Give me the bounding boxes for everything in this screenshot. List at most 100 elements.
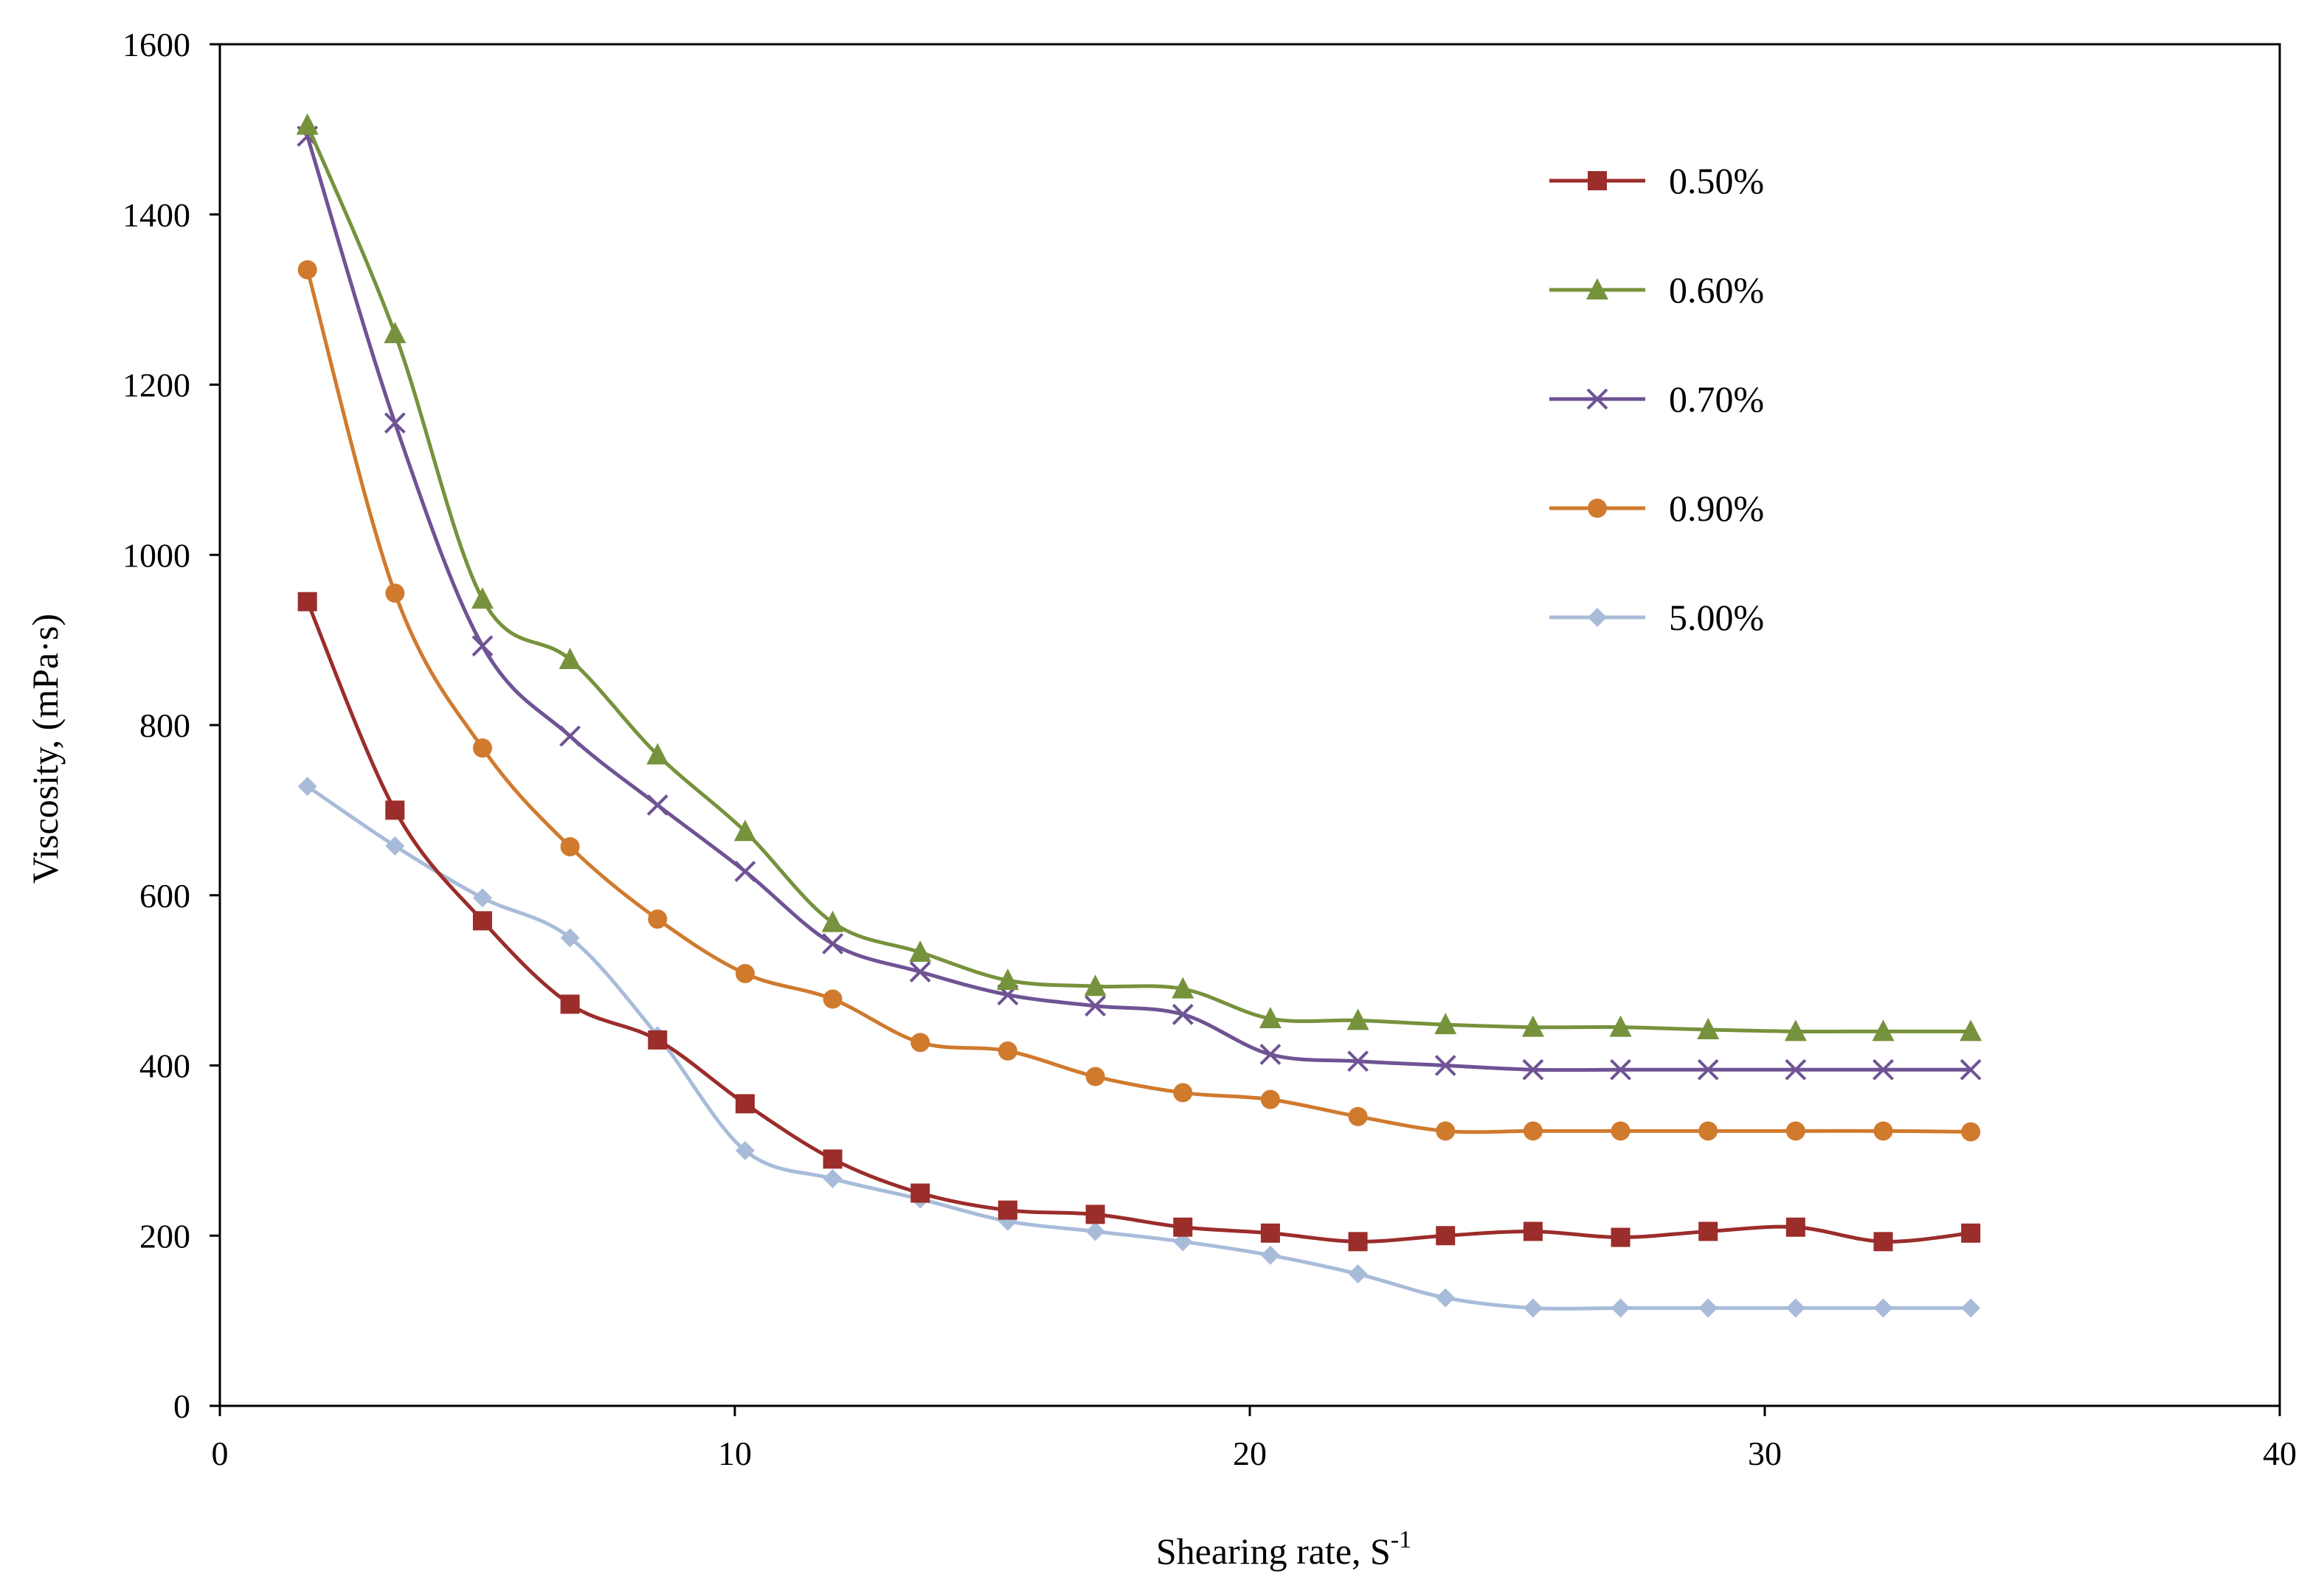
data-point <box>1872 1058 1894 1081</box>
data-point <box>385 583 405 603</box>
data-point <box>1873 1298 1893 1318</box>
legend-item: 0.70% <box>1549 378 1764 420</box>
data-point <box>823 1168 843 1188</box>
data-point <box>1348 1232 1368 1252</box>
data-point <box>997 1200 1017 1220</box>
x-tick-label: 10 <box>718 1435 752 1472</box>
y-axis-title: Viscosity, (mPa·s) <box>24 614 66 884</box>
data-point <box>1348 1264 1368 1284</box>
data-point <box>646 743 669 765</box>
data-point <box>823 1149 843 1169</box>
legend-marker <box>1588 608 1607 627</box>
data-point <box>910 1183 930 1203</box>
data-point <box>1259 1044 1282 1065</box>
data-point <box>1961 1298 1981 1318</box>
data-point <box>1522 1058 1544 1081</box>
data-point <box>297 260 317 280</box>
data-point <box>1172 977 1194 999</box>
data-point <box>1084 974 1107 996</box>
data-point <box>1785 1217 1805 1237</box>
data-point <box>735 963 755 983</box>
y-tick-label: 400 <box>139 1047 190 1085</box>
y-tick-label: 800 <box>139 707 190 744</box>
y-tick-label: 1000 <box>122 536 190 574</box>
data-point <box>1698 1298 1718 1318</box>
data-point <box>909 940 932 963</box>
series-layer <box>296 113 1982 1318</box>
series-line <box>305 600 1971 1244</box>
data-point <box>559 725 581 747</box>
data-point <box>1434 1013 1457 1035</box>
x-tick-label: 30 <box>1748 1435 1782 1472</box>
data-point <box>1961 1122 1981 1142</box>
data-point <box>1960 1019 1982 1041</box>
data-point <box>734 861 756 882</box>
x-tick-label: 20 <box>1233 1435 1267 1472</box>
series-line <box>305 124 1971 1034</box>
y-tick-label: 0 <box>173 1387 190 1425</box>
series-0-70pct <box>297 125 1982 1081</box>
data-point <box>1085 1221 1105 1241</box>
series-5-00pct <box>297 777 1981 1318</box>
legend-item: 5.00% <box>1549 597 1764 638</box>
data-point <box>1873 1121 1893 1141</box>
legend-item: 0.50% <box>1549 160 1764 201</box>
legend-item: 0.60% <box>1549 269 1764 311</box>
data-point <box>1785 1058 1807 1081</box>
legend-marker <box>1586 388 1608 410</box>
data-point <box>821 910 844 932</box>
data-point <box>733 819 756 842</box>
data-point <box>1173 1232 1193 1252</box>
data-point <box>385 836 405 856</box>
data-point <box>471 635 494 657</box>
series-line <box>305 269 1971 1134</box>
series-0-50pct <box>297 592 1981 1252</box>
legend-marker <box>1588 171 1607 190</box>
data-point <box>1260 1245 1280 1265</box>
data-point <box>472 911 492 931</box>
data-point <box>1785 1121 1805 1141</box>
data-point <box>1697 1058 1719 1081</box>
series-0-60pct <box>296 113 1982 1041</box>
data-point <box>1348 1106 1368 1126</box>
data-point <box>296 113 319 135</box>
data-point <box>996 968 1019 991</box>
data-point <box>472 738 492 758</box>
data-point <box>1436 1288 1456 1308</box>
data-point <box>297 592 317 611</box>
data-point <box>735 1140 755 1160</box>
series-line <box>305 135 1971 1072</box>
data-point <box>1436 1226 1456 1246</box>
data-point <box>910 1033 930 1053</box>
data-point <box>1785 1298 1805 1318</box>
data-point <box>558 648 581 670</box>
data-point <box>1698 1121 1718 1141</box>
x-tick-label: 0 <box>212 1435 229 1472</box>
x-tick-label: 40 <box>2263 1435 2297 1472</box>
data-point <box>1610 1058 1631 1081</box>
x-axis-title: Shearing rate, S-1 <box>1156 1526 1411 1572</box>
data-point <box>1259 1007 1282 1029</box>
data-point <box>297 777 317 797</box>
data-point <box>909 961 931 983</box>
data-point <box>1173 1083 1193 1103</box>
data-point <box>1611 1227 1630 1247</box>
legend-label: 0.60% <box>1669 269 1764 311</box>
data-point <box>1085 1204 1105 1224</box>
legend-label: 0.70% <box>1669 378 1764 420</box>
data-point <box>385 800 405 820</box>
data-point <box>472 888 492 908</box>
data-point <box>997 1041 1017 1061</box>
y-tick-label: 600 <box>139 877 190 915</box>
data-point <box>1697 1018 1720 1040</box>
legend-label: 0.90% <box>1669 488 1764 529</box>
legend: 0.50% 0.60% 0.70% 0.90% 5.00% <box>1549 160 1764 638</box>
data-point <box>822 933 844 954</box>
y-tick-label: 1400 <box>122 196 190 234</box>
data-point <box>1172 1003 1194 1025</box>
legend-label: 5.00% <box>1669 597 1764 638</box>
data-point <box>735 1094 755 1114</box>
